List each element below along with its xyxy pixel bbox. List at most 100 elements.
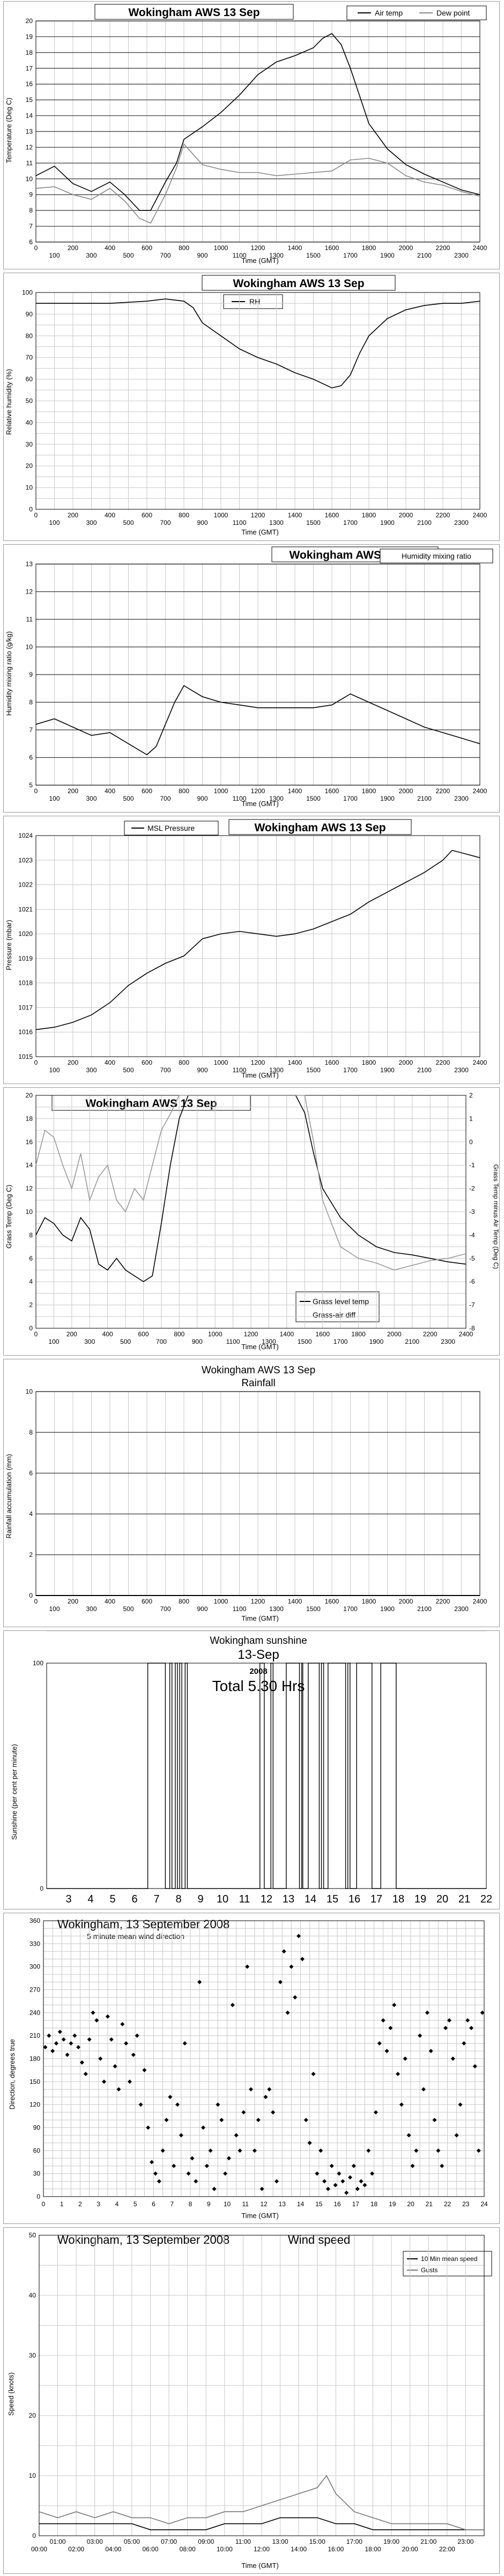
scatter-point (249, 2087, 254, 2092)
scatter-point (337, 2171, 342, 2176)
x-tick-label: 6 (131, 1893, 137, 1905)
scatter-point (462, 2041, 466, 2046)
x-tick-label: 0 (34, 1059, 38, 1066)
scatter-point (278, 1980, 283, 1985)
scatter-point (241, 2110, 246, 2114)
scatter-point (91, 2010, 95, 2015)
x-tick-label: 1800 (362, 1598, 376, 1605)
scatter-point (425, 2010, 429, 2015)
x-tick-label: 20:00 (402, 2545, 418, 2553)
x-tick-label: 1500 (298, 1338, 312, 1345)
x-tick-label: 2200 (423, 1330, 438, 1338)
x-tick-label: 22:00 (439, 2545, 455, 2553)
x-tick-label: 800 (179, 244, 189, 252)
x-tick-label: 16:00 (328, 2545, 344, 2553)
scatter-point (469, 2025, 474, 2030)
y-tick-label: 1021 (18, 905, 33, 913)
x-tick-label: 400 (105, 1059, 115, 1066)
x-tick-label: 300 (84, 1338, 95, 1345)
x-tick-label: 1700 (343, 1066, 358, 1074)
scatter-point (197, 1980, 202, 1985)
x-tick-label: 21 (426, 2200, 433, 2208)
plot-frame (35, 564, 480, 786)
x-tick-label: 19 (389, 2200, 396, 2208)
x-tick-label: 200 (68, 1598, 78, 1605)
x-tick-label: 1100 (226, 1338, 240, 1345)
x-tick-label: 01:00 (50, 2538, 66, 2545)
scatter-point (79, 2060, 84, 2065)
scatter-point (54, 2041, 58, 2046)
y-tick-label: 10 (26, 175, 33, 182)
scatter-point (204, 2163, 209, 2168)
title-box (51, 1095, 251, 1111)
x-tick-label: 14:00 (291, 2545, 307, 2553)
series-line-grass-air-diff (35, 1095, 466, 1271)
y-tick-label: 80 (26, 332, 33, 340)
x-tick-label: 500 (123, 1066, 134, 1074)
legend-air-temp: Air temp (375, 9, 403, 17)
x-tick-label: 1600 (325, 511, 339, 519)
scatter-point (116, 2087, 121, 2092)
x-tick-label: 2100 (417, 1605, 432, 1613)
y-tick-label: 9 (29, 191, 33, 199)
y-tick-label: 7 (29, 726, 33, 734)
x-tick-label: 200 (66, 1330, 77, 1338)
y-tick-label: 18 (26, 49, 33, 56)
chart-year: 2008 (249, 1667, 267, 1676)
x-tick-label: 19 (414, 1893, 426, 1905)
y-tick-label: 9 (29, 671, 33, 678)
x-tick-label: 11:00 (235, 2538, 251, 2545)
y-tick-label-right: 2 (469, 1092, 473, 1099)
chart-title: Wokingham AWS 13 Sep (233, 277, 364, 290)
y-tick-label: 20 (26, 462, 33, 470)
y-tick-label-right: 1 (469, 1115, 473, 1122)
x-tick-label: 17 (370, 1893, 382, 1905)
scatter-point (72, 2033, 77, 2038)
x-tick-label: 2400 (473, 787, 487, 795)
y-tick-label: 40 (26, 419, 33, 426)
scatter-point (450, 2057, 455, 2061)
x-tick-label: 18 (392, 1893, 404, 1905)
x-tick-label: 17 (352, 2200, 360, 2208)
scatter-point (150, 2160, 154, 2164)
x-tick-label: 07:00 (161, 2538, 177, 2545)
scatter-point (234, 2133, 239, 2138)
legend-pressure: MSL Pressure (147, 824, 195, 832)
x-tick-label: 1700 (343, 252, 358, 259)
y-tick-label: 300 (29, 1963, 40, 1971)
x-tick-label: 02:00 (68, 2545, 84, 2553)
scatter-point (333, 2183, 338, 2187)
x-tick-label: 2100 (417, 252, 432, 259)
x-tick-label: 2300 (454, 1066, 469, 1074)
x-tick-label: 2000 (399, 511, 413, 519)
scatter-point (307, 2141, 312, 2146)
x-tick-label: 20 (407, 2200, 414, 2208)
x-tick-label: 1600 (325, 1598, 339, 1605)
panel-rainfall: Wokingham AWS 13 Sep Rainfall Rainfall a… (3, 1359, 500, 1627)
scatter-point (238, 2148, 242, 2153)
scatter-point (285, 2010, 290, 2015)
x-tick-label: 2000 (399, 244, 413, 252)
x-tick-label: 1900 (380, 252, 395, 259)
legend-grass-temp: Grass level temp (313, 1297, 369, 1306)
x-tick-label: 200 (68, 787, 78, 795)
y-tick-label: 40 (29, 2292, 36, 2299)
scatter-point (414, 2148, 419, 2153)
scatter-point (410, 2163, 415, 2168)
x-tick-label: 900 (197, 252, 207, 259)
scatter-point (260, 2186, 264, 2191)
scatter-point (50, 2048, 55, 2053)
y-tick-label: 1015 (18, 1053, 33, 1060)
scatter-point (311, 2072, 316, 2076)
y-tick-label: 17 (26, 64, 33, 72)
x-tick-label: 500 (123, 519, 134, 526)
y-tick-label: 11 (26, 616, 33, 623)
y-tick-label: 0 (29, 506, 33, 513)
chart-title: Wokingham AWS 13 Sep (202, 1365, 315, 1376)
panel-grass: Wokingham AWS 13 Sep Grass level temp Gr… (3, 1087, 500, 1356)
scatter-point (83, 2072, 88, 2076)
y-tick-label: 20 (26, 1092, 33, 1099)
x-tick-label: 13 (279, 2200, 286, 2208)
scatter-point (47, 2033, 51, 2038)
y-tick-label: 19 (26, 33, 33, 40)
